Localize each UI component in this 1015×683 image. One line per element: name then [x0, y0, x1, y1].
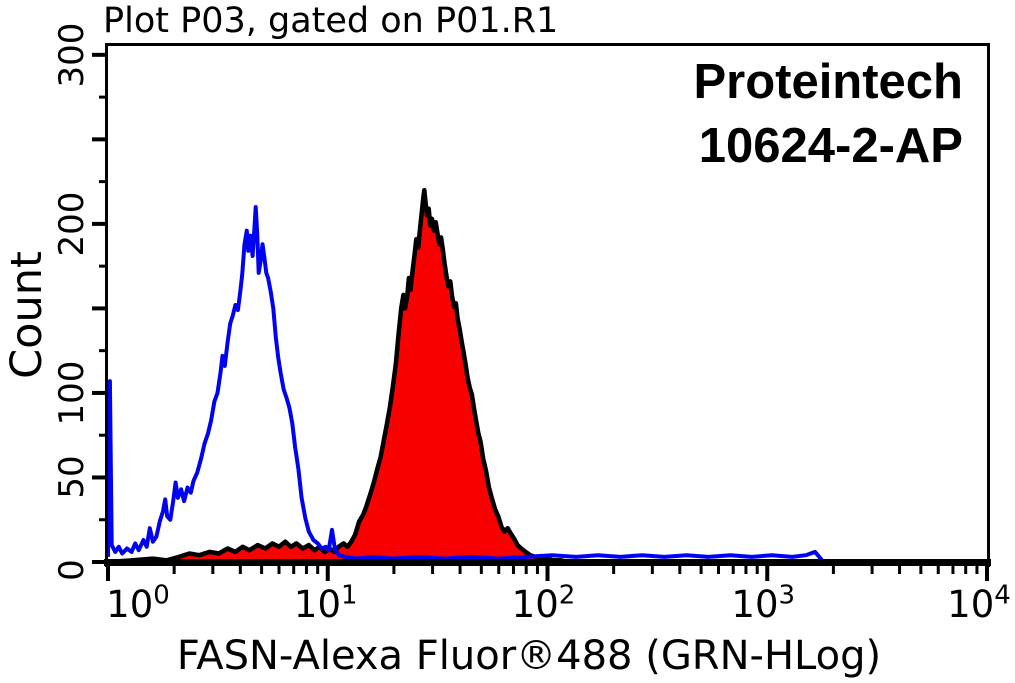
y-tick-label: 300: [52, 22, 92, 88]
plot-title: Plot P03, gated on P01.R1: [103, 1, 559, 41]
x-tick-label: 104: [947, 580, 1011, 626]
x-tick-label: 102: [511, 580, 576, 626]
x-tick-label: 101: [293, 580, 358, 626]
x-axis-label: FASN-Alexa Fluor®488 (GRN-HLog): [176, 633, 882, 679]
x-axis-line: [104, 559, 991, 566]
watermark-brand: Proteintech: [693, 55, 963, 109]
y-tick-label: 100: [52, 360, 92, 426]
control-histogram-curve: [106, 205, 825, 564]
sample-histogram-curve: [105, 187, 572, 565]
x-tick-label: 103: [731, 580, 796, 626]
y-axis-label: Count: [2, 251, 52, 379]
watermark: Proteintech 10624-2-AP: [693, 50, 963, 178]
y-tick-label: 50: [52, 455, 92, 500]
watermark-catalog-number: 10624-2-AP: [698, 119, 963, 173]
y-tick-label: 200: [52, 191, 92, 257]
x-tick-label: 100: [106, 580, 170, 626]
y-tick-label: 0: [52, 559, 92, 581]
